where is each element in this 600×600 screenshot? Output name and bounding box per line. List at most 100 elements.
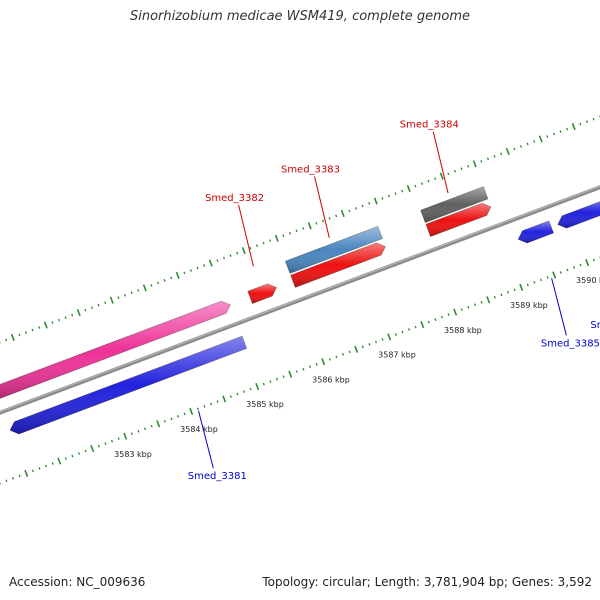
outer-tick-major: [340, 209, 345, 217]
inner-tick-minor: [374, 340, 378, 344]
inner-tick-minor: [31, 469, 34, 473]
outer-tick-minor: [519, 145, 522, 148]
outer-tick-minor: [552, 132, 555, 136]
inner-tick-minor: [473, 303, 477, 307]
inner-tick-minor: [566, 268, 569, 272]
gene-label-smed_3382-leader: [238, 204, 254, 267]
outer-tick-minor: [585, 120, 588, 123]
inner-tick-major: [24, 469, 29, 477]
outer-tick-minor: [387, 194, 390, 198]
outer-tick-major: [505, 147, 510, 155]
inner-tick-major: [321, 358, 326, 366]
outer-tick-minor: [203, 264, 206, 267]
outer-tick-major: [406, 185, 411, 193]
inner-tick-minor: [533, 281, 536, 284]
outer-tick-minor: [196, 266, 199, 270]
outer-tick-minor: [51, 321, 54, 324]
inner-tick-minor: [295, 370, 298, 374]
inner-tick-major: [552, 271, 557, 279]
feature-smed_3383-gene-fwd-shading: [285, 226, 383, 274]
inner-tick-major: [354, 345, 359, 353]
inner-tick-minor: [506, 290, 510, 294]
inner-tick-minor: [97, 444, 100, 448]
outer-tick-major: [274, 234, 279, 242]
outer-tick-minor: [381, 197, 384, 200]
feature-smed_3384-cds-fwd-shading: [426, 203, 491, 237]
inner-tick-minor: [401, 330, 404, 334]
scale-label-3585: 3585 kbp: [246, 400, 284, 409]
outer-tick-minor: [31, 328, 34, 332]
inner-tick-minor: [229, 395, 232, 398]
outer-tick-minor: [467, 164, 470, 168]
gene-label-smed_3383: Smed_3383: [281, 164, 340, 175]
outer-tick-minor: [354, 207, 357, 210]
outer-tick-minor: [315, 221, 318, 225]
outer-tick-major: [142, 284, 147, 292]
inner-tick-minor: [275, 377, 279, 381]
outer-tick-major: [439, 172, 444, 180]
feature-smed_3386-cds-rev-shading: [557, 201, 600, 229]
gene-label-smed_3386: Smed_3386: [590, 320, 600, 331]
scale-label-3590: 3590 kbp: [576, 276, 600, 285]
inner-tick-minor: [308, 365, 312, 369]
outer-tick-minor: [156, 281, 160, 285]
inner-tick-minor: [177, 414, 180, 418]
inner-tick-minor: [407, 328, 411, 331]
gene-label-layer: Smed_3381 Smed_3382 Smed_3383 Smed_3384 Smed…: [188, 120, 600, 482]
outer-tick-minor: [526, 142, 529, 146]
outer-tick-minor: [559, 130, 562, 133]
outer-tick-minor: [38, 326, 41, 329]
accession-text: Accession: NC_009636: [9, 575, 146, 589]
inner-tick-minor: [592, 258, 595, 262]
outer-tick-minor: [368, 202, 371, 205]
outer-tick-major: [472, 160, 477, 168]
outer-tick-minor: [414, 184, 417, 188]
outer-tick-minor: [282, 234, 285, 238]
gene-label-smed_3383-leader: [314, 176, 330, 238]
outer-tick-major: [208, 259, 213, 267]
inner-tick-minor: [500, 293, 503, 297]
inner-tick-minor: [18, 474, 21, 478]
inner-tick-minor: [480, 300, 483, 304]
inner-tick-major: [453, 308, 458, 316]
inner-tick-minor: [348, 350, 351, 354]
inner-tick-minor: [368, 343, 371, 346]
feature-layer: [0, 186, 600, 435]
inner-tick-minor: [216, 400, 219, 403]
inner-tick-minor: [493, 295, 496, 299]
outer-tick-minor: [486, 157, 489, 161]
outer-tick-minor: [361, 204, 364, 208]
outer-tick-minor: [71, 313, 74, 317]
inner-tick-minor: [117, 437, 120, 441]
outer-tick-minor: [150, 283, 153, 287]
inner-tick-minor: [196, 407, 199, 411]
outer-tick-minor: [262, 241, 265, 245]
genome-summary-text: Topology: circular; Length: 3,781,904 bp…: [262, 575, 592, 589]
outer-tick-minor: [493, 155, 496, 158]
inner-tick-major: [57, 457, 62, 465]
inner-tick-major: [156, 420, 161, 428]
scale-label-3586: 3586 kbp: [312, 375, 350, 384]
inner-tick-major: [387, 333, 392, 341]
outer-tick-minor: [104, 301, 107, 305]
outer-tick-minor: [546, 135, 549, 138]
inner-tick-minor: [111, 439, 114, 443]
inner-tick-minor: [282, 375, 285, 379]
outer-tick-major: [109, 296, 114, 304]
outer-tick-minor: [427, 179, 430, 183]
inner-tick-minor: [269, 380, 272, 383]
map-title: Sinorhizobium medicae WSM419, complete g…: [129, 9, 471, 24]
inner-tick-minor: [447, 313, 450, 317]
inner-tick-minor: [163, 419, 166, 423]
outer-tick-minor: [434, 177, 437, 181]
gene-label-smed_3385: Smed_3385: [541, 338, 600, 349]
outer-tick-minor: [513, 147, 516, 151]
outer-tick-minor: [170, 276, 173, 280]
feature-smed_3384-gene-fwd-shading: [420, 186, 488, 223]
inner-tick-minor: [427, 320, 430, 324]
feature-smed_3383-cds-fwd-shading: [290, 242, 386, 288]
inner-tick-major: [486, 296, 491, 304]
outer-tick-minor: [117, 296, 120, 300]
inner-tick-minor: [130, 432, 133, 436]
outer-tick-minor: [566, 127, 569, 131]
